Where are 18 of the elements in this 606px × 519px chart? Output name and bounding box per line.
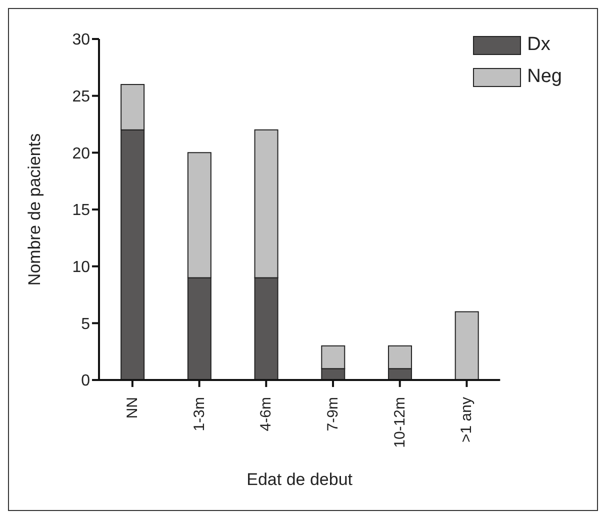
y-tick-label: 15 (72, 202, 90, 220)
y-tick-label: 25 (72, 88, 90, 106)
x-tick-label: >1 any (458, 396, 476, 442)
y-tick-label: 30 (72, 32, 90, 49)
y-axis-title: Nombre de pacients (25, 133, 44, 286)
y-tick-label: 5 (81, 316, 90, 333)
bar (454, 311, 479, 380)
y-tick-label: 0 (81, 372, 90, 390)
legend-label: Neg (527, 66, 562, 88)
x-tick-label: 1-3m (190, 397, 208, 432)
x-tick-label: 4-6m (258, 397, 275, 432)
legend-label: Dx (527, 34, 550, 56)
x-tick-label: 10-12m (391, 397, 408, 448)
x-axis-title: Edat de debut (246, 470, 353, 489)
y-tick-label: 10 (72, 259, 90, 276)
x-tick-label: NN (124, 397, 141, 419)
x-tick-label: 7-9m (324, 397, 342, 432)
y-tick-label: 20 (72, 145, 90, 162)
